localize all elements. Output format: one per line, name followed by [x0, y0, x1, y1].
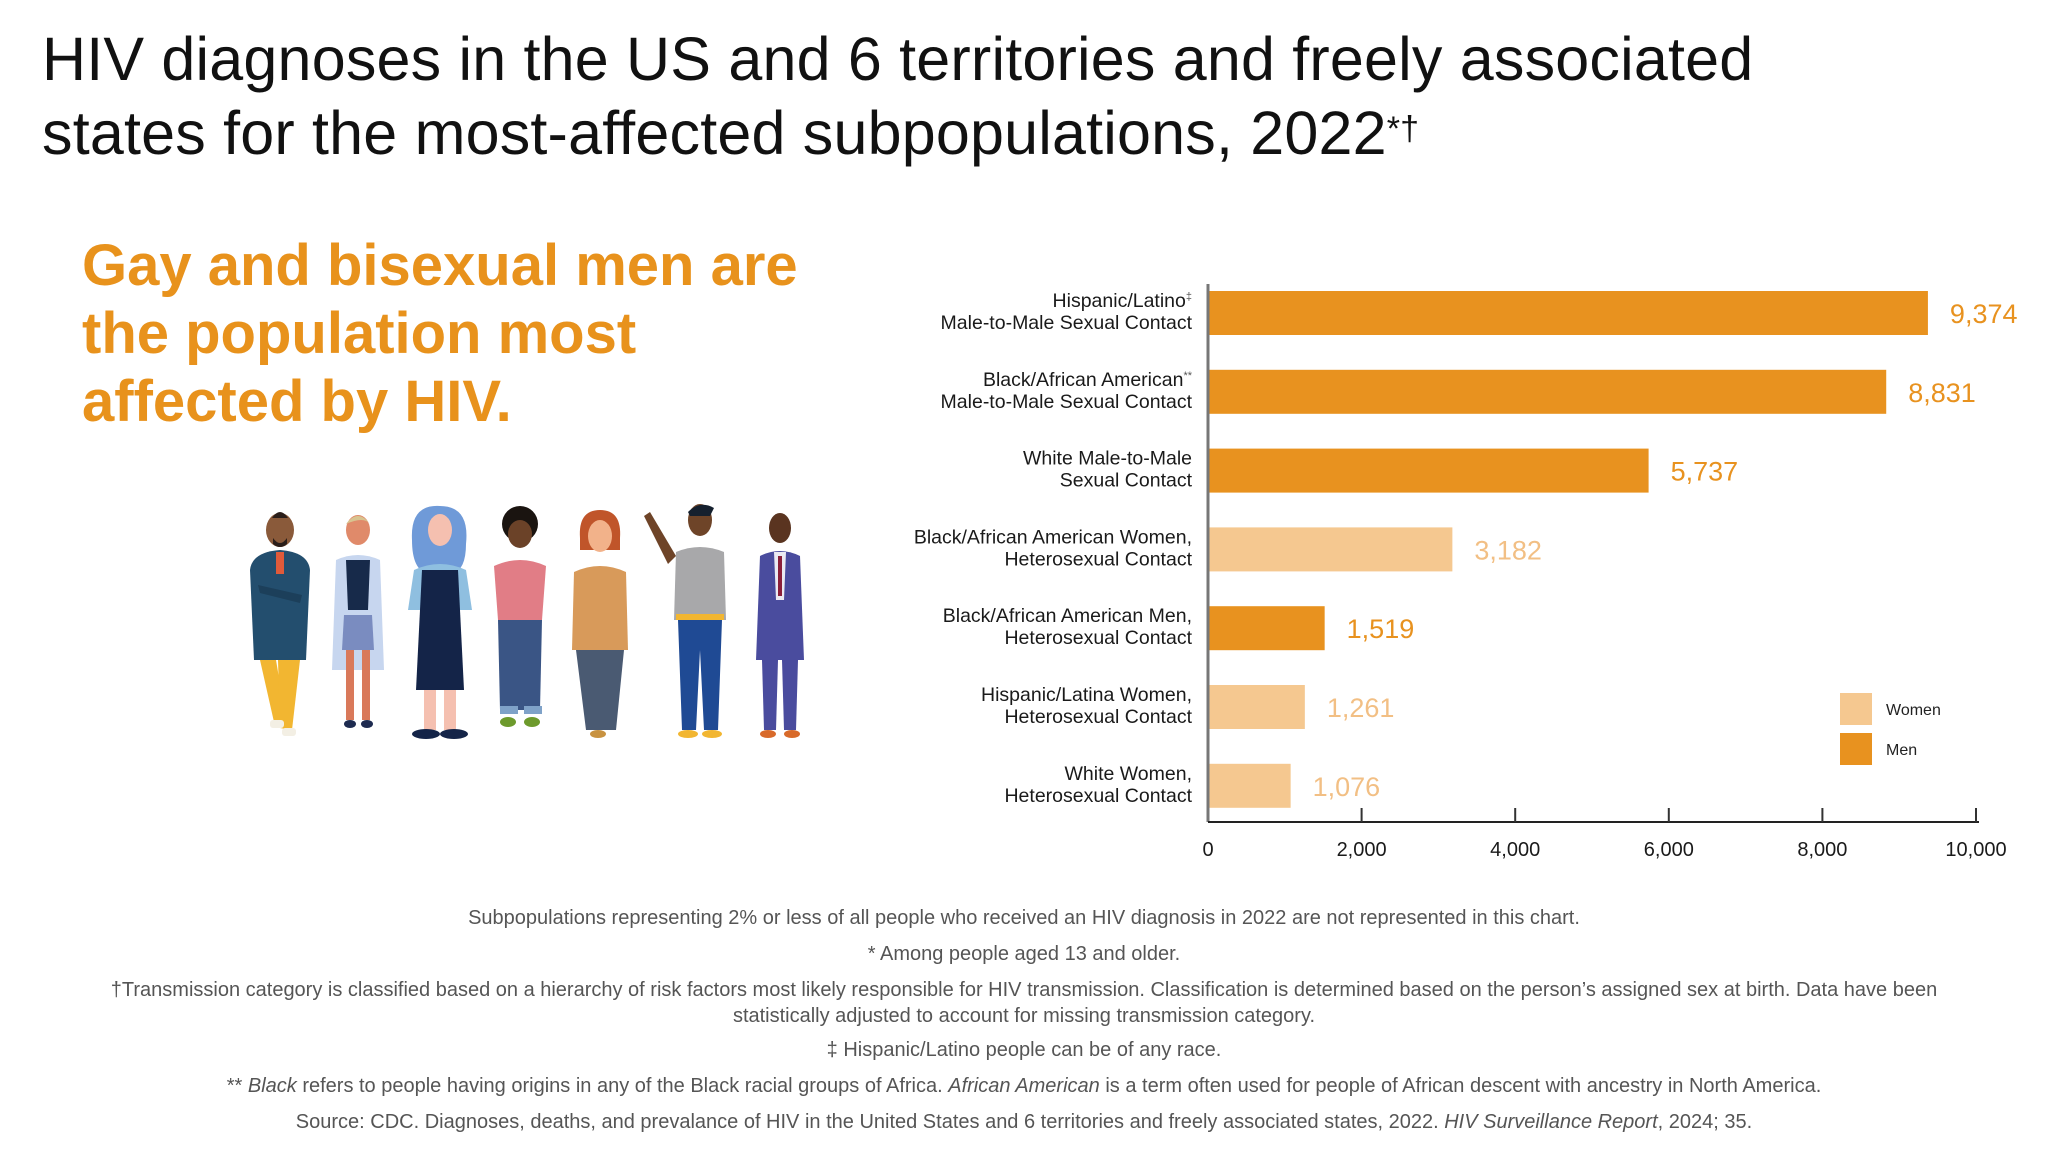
footnote-text-end: is a term often used for people of Afric… [1099, 1075, 1822, 1097]
category-label-4-line-2: Heterosexual Contact [1004, 548, 1192, 570]
x-tick-label-4000: 4,000 [1490, 839, 1540, 861]
person-6-icon [644, 504, 726, 738]
footnote-source: Source: CDC. Diagnoses, deaths, and prev… [40, 1109, 2008, 1135]
person-1-icon [250, 512, 310, 736]
category-label-1-line-1: Hispanic/Latino‡ [1053, 290, 1192, 312]
legend-label-women: Women [1886, 702, 1941, 719]
person-2-icon [332, 515, 384, 728]
bar-1 [1208, 291, 1928, 335]
people-group-illustration [250, 504, 804, 739]
footnote-age: * Among people aged 13 and older. [867, 943, 1181, 965]
legend-swatch-men [1840, 733, 1872, 765]
category-label-5-line-1: Black/African American Men, [943, 605, 1192, 627]
footnotes: Subpopulations representing 2% or less o… [40, 905, 2008, 1145]
footnote-text: refers to people having origins in any o… [296, 1075, 949, 1097]
bars [1208, 291, 1928, 808]
term-black: Black [247, 1075, 297, 1097]
legend-swatch-women [1840, 693, 1872, 725]
term-african-american: African American [948, 1075, 1100, 1097]
footnote-mark: ‡ [1186, 291, 1192, 303]
value-label-1: 9,374 [1950, 299, 2018, 329]
title-line-1: HIV diagnoses in the US and 6 territorie… [42, 25, 1754, 93]
value-label-6: 1,261 [1327, 693, 1395, 723]
category-label-7-line-2: Heterosexual Contact [1004, 785, 1192, 807]
legend: Women Men [1840, 693, 1941, 765]
title-line-2: states for the most-affected subpopulati… [42, 96, 1942, 170]
footnote-marker: ** [226, 1075, 248, 1097]
x-tick-label-10000: 10,000 [1945, 839, 2006, 861]
person-7-icon [756, 513, 804, 738]
source-journal: HIV Surveillance Report [1444, 1111, 1658, 1133]
footnote-black-definition: ** Black refers to people having origins… [40, 1073, 2008, 1099]
category-label-6-line-1: Hispanic/Latina Women, [981, 684, 1192, 706]
category-labels: Hispanic/Latino‡Male-to-Male Sexual Cont… [914, 290, 1193, 807]
category-label-4-line-1: Black/African American Women, [914, 526, 1192, 548]
category-label-1-line-2: Male-to-Male Sexual Contact [941, 312, 1193, 334]
footnote-transmission-b: statistically adjusted to account for mi… [732, 1005, 1316, 1027]
bar-2 [1208, 369, 1887, 414]
value-label-4: 3,182 [1474, 535, 1542, 565]
footnote-hispanic: ‡ Hispanic/Latino people can be of any r… [826, 1039, 1222, 1061]
person-3-icon [408, 505, 472, 739]
value-labels: 9,374 8,831 5,737 3,182 1,519 1,261 1,076 [1313, 299, 2018, 802]
footnote-subpopulations: Subpopulations representing 2% or less o… [468, 907, 1580, 929]
headline-line-3: affected by HIV. [82, 369, 512, 434]
x-tick-label-0: 0 [1202, 839, 1213, 861]
category-label-5-line-2: Heterosexual Contact [1004, 627, 1192, 649]
footnote-transmission-a: †Transmission category is classified bas… [110, 979, 1938, 1001]
value-label-7: 1,076 [1313, 772, 1381, 802]
person-4-icon [494, 506, 546, 727]
category-label-2-line-1: Black/African American** [983, 369, 1193, 391]
title-footnote-marks: *† [1386, 110, 1420, 148]
value-label-5: 1,519 [1347, 614, 1415, 644]
source-citation: , 2024; 35. [1657, 1111, 1753, 1133]
person-5-icon [572, 510, 628, 738]
footnote-mark: ** [1183, 370, 1192, 382]
bar-7 [1208, 763, 1291, 808]
x-axis-ticks: 0 2,000 4,000 6,000 8,000 10,000 [1202, 808, 2007, 861]
headline: Gay and bisexual men are the population … [82, 232, 862, 436]
category-label-6-line-2: Heterosexual Contact [1004, 706, 1192, 728]
category-label-2-line-2: Male-to-Male Sexual Contact [941, 391, 1193, 413]
x-tick-label-2000: 2,000 [1337, 839, 1387, 861]
headline-line-1: Gay and bisexual men are [82, 233, 798, 298]
source-text: Source: CDC. Diagnoses, deaths, and prev… [295, 1111, 1445, 1133]
headline-line-2: the population most [82, 301, 637, 366]
bar-3 [1208, 448, 1649, 493]
bar-5 [1208, 606, 1325, 651]
category-label-7-line-1: White Women, [1064, 763, 1192, 785]
footnote-transmission: †Transmission category is classified bas… [40, 977, 2008, 1029]
bar-4 [1208, 527, 1453, 572]
title-line-2-text: states for the most-affected subpopulati… [42, 99, 1387, 167]
x-tick-label-6000: 6,000 [1644, 839, 1694, 861]
legend-label-men: Men [1886, 742, 1917, 759]
value-label-2: 8,831 [1908, 378, 1976, 408]
value-label-3: 5,737 [1671, 457, 1739, 487]
x-tick-label-8000: 8,000 [1797, 839, 1847, 861]
category-label-3-line-2: Sexual Contact [1060, 470, 1193, 492]
category-label-3-line-1: White Male-to-Male [1023, 448, 1192, 470]
page-title: HIV diagnoses in the US and 6 territorie… [42, 22, 1942, 170]
bar-6 [1208, 685, 1305, 729]
